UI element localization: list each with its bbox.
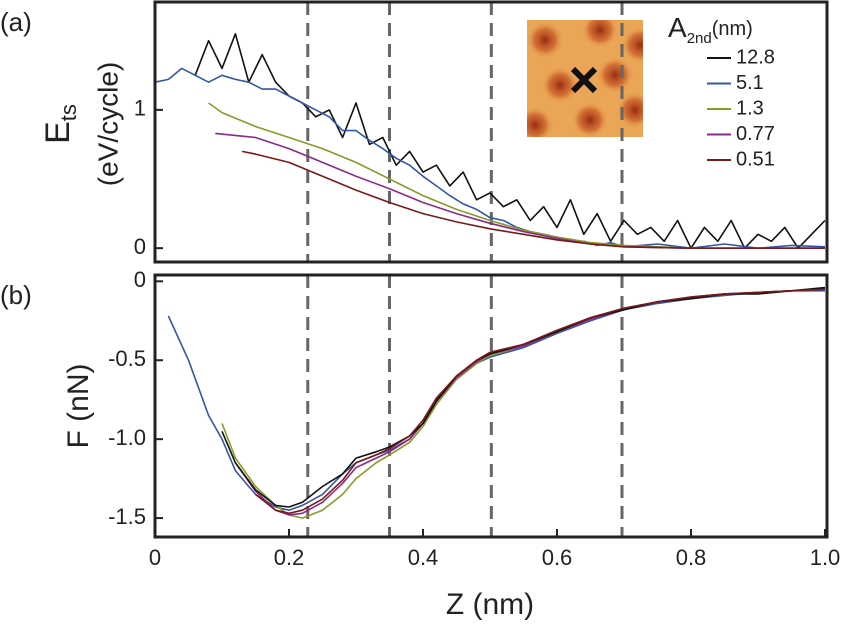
data-line xyxy=(221,288,826,519)
data-line xyxy=(234,288,826,516)
panel-label: (b) xyxy=(0,280,32,310)
y-tick-label: -1.5 xyxy=(108,504,146,529)
data-line xyxy=(255,288,826,515)
x-tick-label: 0.4 xyxy=(408,545,439,570)
x-tick-label: 1.0 xyxy=(810,545,841,570)
y-axis-label: F (nN) xyxy=(62,364,95,449)
data-line xyxy=(194,33,826,249)
legend-label: 1.3 xyxy=(736,97,764,119)
data-line xyxy=(221,286,826,508)
stm-inset xyxy=(527,20,643,137)
legend-label: 5.1 xyxy=(736,72,764,94)
data-line xyxy=(154,67,826,249)
y-tick-label: 1 xyxy=(134,96,146,121)
plot-area xyxy=(167,275,826,537)
data-line xyxy=(167,290,825,511)
plot-frame xyxy=(153,0,829,264)
legend-label: 12.8 xyxy=(736,46,775,68)
plot-area xyxy=(154,2,826,262)
data-line xyxy=(241,150,825,249)
y-tick-label: 0 xyxy=(134,267,146,292)
y-tick-label: -0.5 xyxy=(108,346,146,371)
x-axis-label: Z (nm) xyxy=(446,588,534,621)
legend-title-main: A xyxy=(668,12,687,43)
legend-label: 0.77 xyxy=(736,123,775,145)
y-label-main: E xyxy=(39,121,77,144)
x-tick-label: 0.8 xyxy=(676,545,707,570)
legend-title-unit: (nm) xyxy=(712,18,753,40)
y-axis-label-line2: (eV/cycle) xyxy=(92,62,123,186)
data-line xyxy=(208,102,825,249)
panel-label: (a) xyxy=(0,7,32,37)
y-label-sub: ts xyxy=(56,104,81,121)
legend-title: A2nd(nm) xyxy=(668,12,753,47)
y-tick-label: 0 xyxy=(134,234,146,259)
plot-frame xyxy=(153,273,829,539)
x-tick-label: 0 xyxy=(149,545,161,570)
y-axis-label: Ets xyxy=(39,104,81,144)
x-tick-label: 0.6 xyxy=(542,545,573,570)
y-tick-label: -1.0 xyxy=(108,425,146,450)
legend-label: 0.51 xyxy=(736,148,775,170)
x-tick-label: 0.2 xyxy=(274,545,305,570)
legend-title-sub: 2nd xyxy=(687,30,712,47)
